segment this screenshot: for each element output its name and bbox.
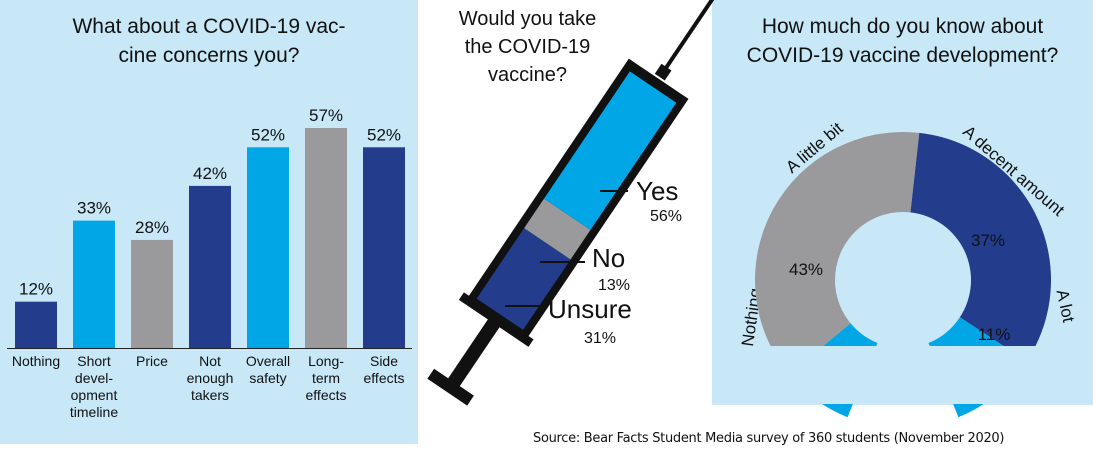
bar-3 xyxy=(189,185,231,348)
bar-category-label-2: Price xyxy=(136,353,168,369)
syringe-thumb-rest xyxy=(427,368,474,406)
bar-category-line: Short xyxy=(77,353,111,369)
bar-category-line: opment xyxy=(71,387,118,403)
concerns-panel: What about a COVID-19 vac- cine concerns… xyxy=(0,0,418,444)
concerns-chart-title: What about a COVID-19 vac- cine concerns… xyxy=(72,15,346,67)
concerns-bar-chart: 12% Nothing 33% Short devel-opment timeline 28… xyxy=(7,106,412,420)
bar-category-line: Nothing xyxy=(12,353,60,369)
bar-category-line: Overall xyxy=(246,353,290,369)
bar-category-line: Long- xyxy=(308,353,344,369)
syringe-category-label-1: No xyxy=(592,243,625,273)
bar-1 xyxy=(73,220,115,348)
syringe-needle xyxy=(662,0,728,72)
donut-slice-2 xyxy=(910,132,1051,362)
bar-category-line: effects xyxy=(306,387,347,403)
syringe-segment-2 xyxy=(476,228,571,330)
donut-category-label-3: A lot xyxy=(1053,288,1079,325)
donut-value-label-3: 11% xyxy=(978,325,1011,344)
bar-category-label-5: Long-term effects xyxy=(306,353,347,403)
bar-4 xyxy=(247,147,289,348)
syringe-segment-1 xyxy=(524,198,591,260)
bar-0 xyxy=(15,301,57,348)
bar-value-label-4: 52% xyxy=(251,125,285,144)
bar-category-label-3: Not enough takers xyxy=(187,353,234,403)
bar-value-label-0: 12% xyxy=(19,280,53,299)
donut-value-label-2: 37% xyxy=(971,231,1005,250)
donut-value-label-1: 43% xyxy=(789,260,823,279)
syringe-segment-0 xyxy=(544,71,677,230)
bar-category-line: effects xyxy=(364,370,405,386)
bar-value-label-6: 52% xyxy=(367,125,401,144)
bar-category-line: term xyxy=(312,370,340,386)
bar-6 xyxy=(363,147,405,348)
bar-value-label-3: 42% xyxy=(193,164,227,183)
donut-slice-1 xyxy=(754,132,920,375)
bar-category-label-1: Short devel-opment timeline xyxy=(70,353,118,420)
bar-category-label-6: Side effects xyxy=(364,353,405,386)
bar-category-label-4: Overall safety xyxy=(246,353,290,386)
bar-category-line: timeline xyxy=(70,404,118,420)
syringe-value-label-0: 56% xyxy=(650,208,682,225)
bar-category-line: Price xyxy=(136,353,168,369)
syringe-category-label-2: Unsure xyxy=(548,294,632,324)
bar-2 xyxy=(131,239,173,348)
syringe-hub xyxy=(654,63,672,81)
bar-value-label-2: 28% xyxy=(135,218,169,237)
bar-value-label-5: 57% xyxy=(309,106,343,125)
syringe-category-label-0: Yes xyxy=(636,176,678,206)
bar-5 xyxy=(305,128,347,348)
vaccine-question-title: Would you take the COVID-19 vaccine? xyxy=(458,8,597,86)
bar-category-line: takers xyxy=(191,387,229,403)
bar-category-line: enough xyxy=(187,370,234,386)
knowledge-chart-title: How much do you know about COVID-19 vacc… xyxy=(746,15,1059,67)
syringe-value-label-1: 13% xyxy=(598,277,630,294)
bar-category-line: devel- xyxy=(75,370,113,386)
donut-bottom-mask xyxy=(740,346,1080,404)
bar-category-line: Not xyxy=(199,353,221,369)
bar-category-label-0: Nothing xyxy=(12,353,60,369)
bar-category-line: Side xyxy=(370,353,398,369)
bar-value-label-1: 33% xyxy=(77,199,111,218)
source-note: Source: Bear Facts Student Media survey … xyxy=(533,431,1005,446)
syringe-group xyxy=(427,0,728,406)
syringe-plunger-rod xyxy=(445,315,503,390)
syringe-value-label-2: 31% xyxy=(584,330,616,347)
bar-category-line: safety xyxy=(249,370,286,386)
